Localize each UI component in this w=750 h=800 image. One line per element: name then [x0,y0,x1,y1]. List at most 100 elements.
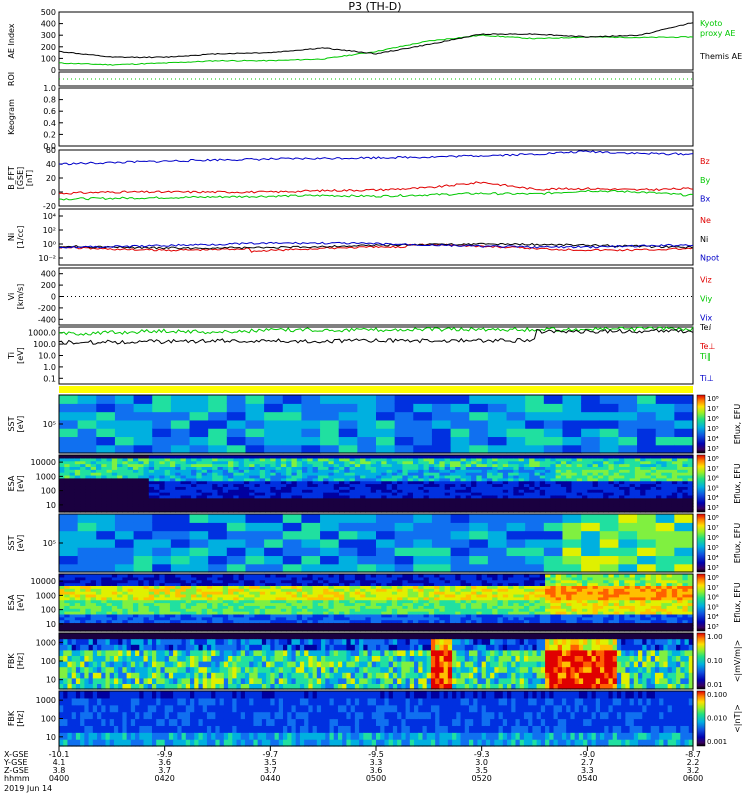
spectrogram-cell [460,605,467,609]
spectrogram-cell [90,605,97,609]
spectrogram-cell [122,494,129,499]
spectrogram-cell [280,503,287,507]
spectrogram-cell [476,463,483,467]
spectrogram-cell [476,457,483,462]
spectrogram-cell [127,596,134,601]
spectrogram-cell [560,576,567,581]
spectrogram-cell [117,576,123,581]
spectrogram-cell [265,588,271,592]
spectrogram-cell [148,616,155,621]
spectrogram-cell [439,480,446,485]
spectrogram-cell [328,506,335,510]
spectrogram-cell [465,599,472,604]
spectrogram-cell [634,483,641,487]
spectrogram-cell [418,608,425,612]
spectrogram-cell [317,599,324,604]
spectrogram-cell [217,622,224,626]
spectrogram-cell [64,509,71,513]
spectrogram-cell [201,477,208,482]
spectrogram-cell [624,463,631,467]
spectrogram-cell [671,489,678,493]
spectrogram-cell [317,492,324,496]
spectrogram-cell [637,538,657,548]
spectrogram-cell [307,608,314,612]
spectrogram-cell [339,574,345,578]
spectrogram-cell [317,466,324,470]
spectrogram-cell [143,576,150,581]
spectrogram-cell [101,585,108,589]
colorbar-tick: 10⁸ [707,455,719,463]
spectrogram-cell [328,474,335,479]
spectrogram-cell [291,613,298,618]
spectrogram-cell [154,619,160,624]
spectrogram-cell [169,593,176,598]
spectrogram-cell [154,591,160,595]
spectrogram-cell [418,466,425,470]
spectrogram-cell [201,622,208,626]
spectrogram-cell [254,492,261,496]
spectrogram-cell [222,613,229,618]
spectrogram-cell [259,591,266,595]
spectrogram-cell [101,455,108,459]
spectrogram-cell [376,463,382,467]
spectrogram-cell [518,483,525,487]
spectrogram-cell [74,474,81,479]
spectrogram-cell [397,613,404,618]
spectrogram-cell [571,455,578,459]
spectrogram-cell [449,611,456,615]
spectrogram-cell [69,477,76,482]
spectrogram-cell [133,395,153,404]
spectrogram-cell [233,457,240,462]
spectrogram-cell [249,605,256,609]
spectrogram-cell [254,582,261,586]
spectrogram-cell [449,497,456,502]
spectrogram-cell [233,483,240,487]
spectrogram-cell [101,503,108,507]
spectrogram-cell [122,463,129,467]
spectrogram-cell [59,585,65,589]
spectrogram-cell [74,506,81,510]
spectrogram-cell [523,574,530,578]
spectrogram-cell [666,455,673,459]
spectrogram-cell [189,403,209,413]
spectrogram-cell [354,608,361,612]
spectrogram-cell [185,506,192,510]
spectrogram-cell [249,576,256,581]
spectrogram-cell [370,582,377,586]
spectrogram-cell [502,628,509,632]
spectrogram-cell [122,593,129,598]
spectrogram-cell [64,497,71,502]
spectrogram-cell [674,444,694,454]
spectrogram-cell [523,480,530,485]
spectrogram-cell [206,588,213,592]
spectrogram-cell [413,514,433,523]
spectrogram-cell [539,477,546,482]
spectrogram-cell [619,477,625,482]
spectrogram-cell [423,613,430,618]
spectrogram-cell [59,395,79,404]
spectrogram-cell [228,605,234,609]
spectrogram-cell [471,602,477,606]
spectrogram-cell [587,460,594,465]
spectrogram-cell [460,582,467,586]
spectrogram-cell [571,469,578,473]
spectrogram-cell [376,522,396,532]
spectrogram-cell [152,419,172,429]
spectrogram-cell [291,455,298,459]
spectrogram-cell [381,576,388,581]
spectrogram-cell [349,628,356,632]
spectrogram-cell [302,497,308,502]
spectrogram-cell [428,506,435,510]
spectrogram-cell [497,611,504,615]
spectrogram-cell [77,555,97,565]
spectrogram-cell [291,494,298,499]
spectrogram-cell [545,611,551,615]
spectrogram-cell [656,503,662,507]
spectrogram-cell [534,593,541,598]
spectrogram-cell [148,460,155,465]
spectrogram-cell [402,625,409,629]
spectrogram-cell [545,469,551,473]
spectrogram-cell [465,611,472,615]
spectrogram-cell [576,477,583,482]
spectrogram-cell [487,436,508,446]
